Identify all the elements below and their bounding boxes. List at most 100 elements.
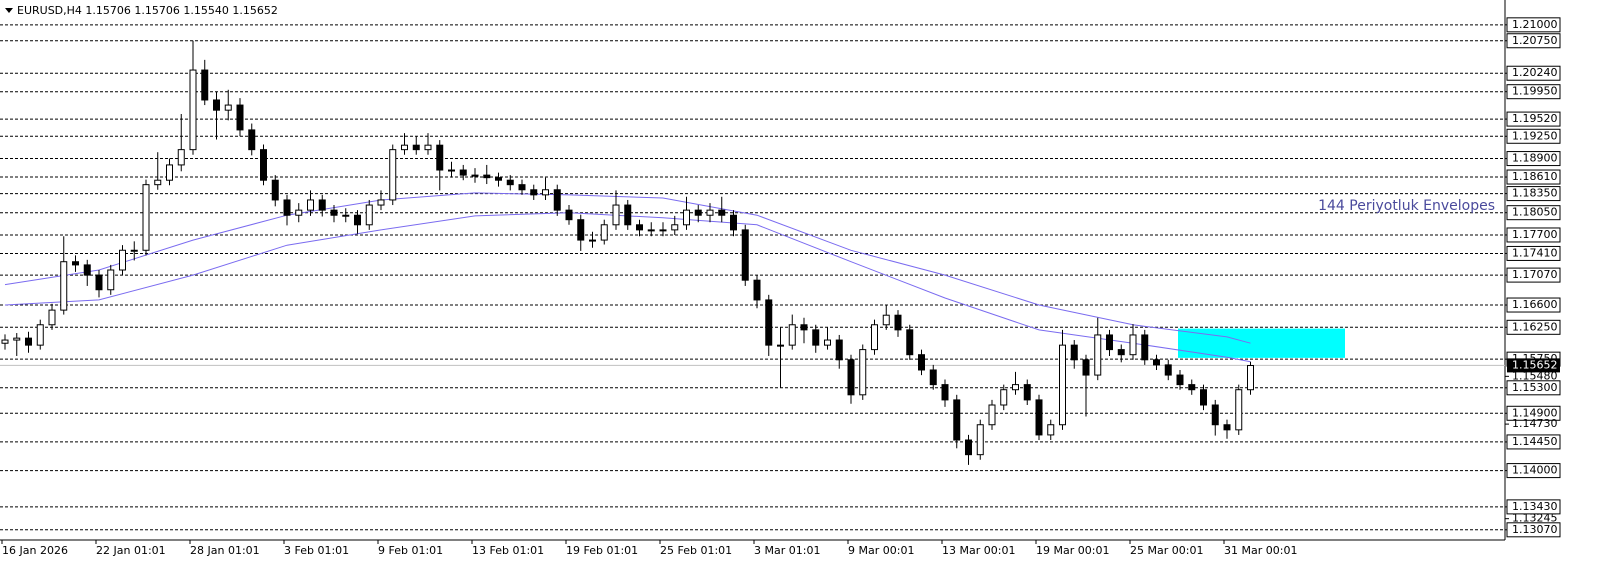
candle-body xyxy=(589,239,596,242)
candle-body xyxy=(377,199,385,206)
candle-body xyxy=(1000,389,1008,406)
y-tick-label: 1.20750 xyxy=(1512,34,1558,47)
chart-title: EURUSD,H4 1.15706 1.15706 1.15540 1.1565… xyxy=(17,4,278,17)
y-tick-box xyxy=(1506,111,1561,127)
candle-body xyxy=(354,214,361,226)
x-tick-label: 28 Jan 01:01 xyxy=(190,544,260,557)
candle-body xyxy=(1059,344,1066,426)
candle-body xyxy=(1082,359,1090,376)
y-tick-label: 1.18610 xyxy=(1512,170,1558,183)
y-tick-box xyxy=(1506,227,1561,243)
candle-body xyxy=(236,104,244,131)
candle-body xyxy=(765,299,773,346)
candle-body xyxy=(988,404,996,426)
candle-body xyxy=(189,69,197,151)
candle-body xyxy=(518,184,526,191)
candle-body xyxy=(741,229,749,281)
y-tick-label: 1.15480 xyxy=(1512,369,1558,382)
candle-body xyxy=(976,424,984,456)
candle-body xyxy=(1094,334,1102,376)
candle-body xyxy=(859,349,867,396)
y-tick-label: 1.21000 xyxy=(1512,18,1558,31)
candle-body xyxy=(894,314,902,331)
candle-body xyxy=(342,214,350,217)
candle-body xyxy=(72,261,79,266)
y-tick-box xyxy=(1506,169,1561,185)
candle-body xyxy=(800,324,808,331)
candle-body xyxy=(424,144,432,151)
candle-body xyxy=(130,249,138,252)
candle-body xyxy=(13,337,21,341)
candle-body xyxy=(1235,389,1243,431)
candle-body xyxy=(389,149,397,201)
candle-body xyxy=(36,324,44,346)
y-tick-label: 1.16250 xyxy=(1512,320,1558,333)
candle-body xyxy=(95,274,103,291)
y-tick-box xyxy=(1506,151,1561,167)
candle-body xyxy=(1211,404,1219,426)
candle-body xyxy=(812,329,820,346)
candle-body xyxy=(530,189,538,196)
candle-body xyxy=(248,129,256,151)
candle-body xyxy=(612,204,620,226)
candle-body xyxy=(166,164,173,181)
y-tick-label: 1.13430 xyxy=(1512,500,1558,513)
y-tick-label: 1.14730 xyxy=(1512,417,1558,430)
x-tick-label: 9 Feb 01:01 xyxy=(378,544,443,557)
candle-body xyxy=(788,324,796,346)
candle-body xyxy=(542,189,549,196)
candle-body xyxy=(1106,334,1113,351)
menu-triangle[interactable] xyxy=(5,8,13,13)
y-tick-box xyxy=(1506,434,1561,450)
candle-body xyxy=(330,209,338,216)
y-tick-box xyxy=(1506,65,1561,81)
candle-body xyxy=(1035,399,1043,436)
y-tick-label: 1.13070 xyxy=(1512,523,1558,536)
candle-body xyxy=(706,209,714,216)
y-tick-box xyxy=(1506,499,1561,515)
x-tick-label: 19 Feb 01:01 xyxy=(566,544,638,557)
candle-body xyxy=(636,224,643,231)
current-price-label: 1.15652 xyxy=(1512,358,1558,371)
x-tick-label: 3 Feb 01:01 xyxy=(284,544,349,557)
y-tick-box xyxy=(1506,128,1561,144)
candle-body xyxy=(495,177,502,181)
candle-body xyxy=(60,261,68,311)
candle-body xyxy=(565,209,573,221)
candle-body xyxy=(506,179,514,186)
y-tick-box xyxy=(1506,522,1561,538)
y-tick-box xyxy=(1506,33,1561,49)
candle-body xyxy=(753,279,761,301)
candle-body xyxy=(307,199,314,211)
y-tick-label: 1.18050 xyxy=(1512,206,1558,219)
candle-body xyxy=(48,309,56,326)
y-tick-label: 1.19520 xyxy=(1512,112,1558,125)
current-price-box xyxy=(1507,358,1560,373)
y-tick-label: 1.18900 xyxy=(1512,152,1558,165)
envelope-upper xyxy=(4,192,1251,344)
envelope-label: 144 Periyotluk Envelopes xyxy=(1318,198,1495,214)
candle-body xyxy=(683,209,690,226)
y-tick-box xyxy=(1506,84,1561,100)
candle-body xyxy=(600,224,608,241)
candle-body xyxy=(459,169,467,176)
candle-body xyxy=(694,209,702,216)
y-tick-box xyxy=(1506,17,1561,33)
candle-body xyxy=(1023,384,1031,401)
candle-body xyxy=(448,169,455,172)
candle-body xyxy=(260,149,267,181)
candle-body xyxy=(471,174,479,177)
x-tick-label: 9 Mar 00:01 xyxy=(848,544,914,557)
candle-body xyxy=(835,339,843,361)
candle-body xyxy=(436,144,444,171)
candle-body xyxy=(577,219,585,241)
y-tick-label: 1.17700 xyxy=(1512,228,1558,241)
candle-body xyxy=(871,324,878,351)
candle-body xyxy=(1200,389,1207,406)
x-tick-label: 13 Feb 01:01 xyxy=(472,544,544,557)
y-tick-label: 1.16600 xyxy=(1512,298,1558,311)
candle-body xyxy=(659,229,667,232)
candle-body xyxy=(283,199,291,216)
